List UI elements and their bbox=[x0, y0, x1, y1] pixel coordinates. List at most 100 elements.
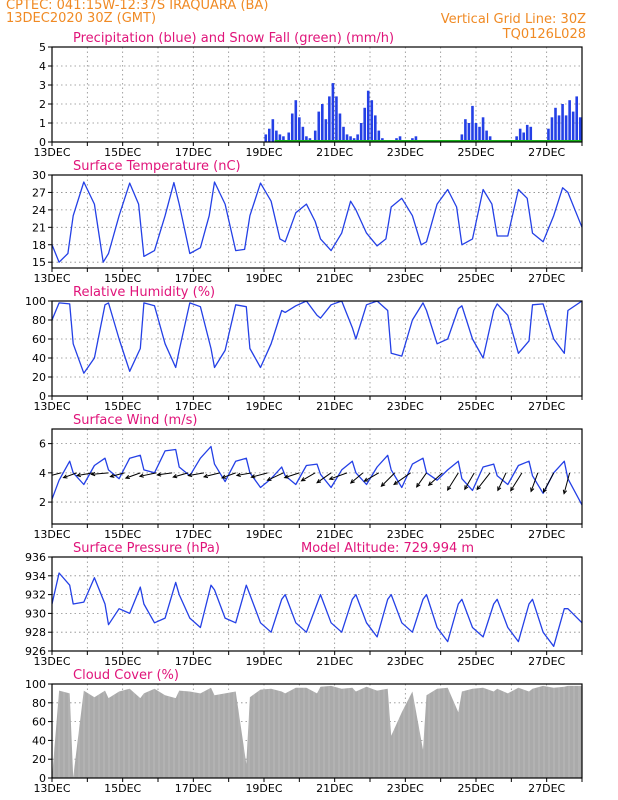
x-tick-label: 19DEC bbox=[245, 272, 282, 285]
x-tick-label: 15DEC bbox=[104, 146, 141, 159]
precip-bar bbox=[294, 100, 298, 142]
data-layer bbox=[264, 83, 582, 142]
x-tick-label: 23DEC bbox=[387, 146, 424, 159]
precip-bar bbox=[328, 96, 331, 142]
panel-title: Surface Wind (m/s) bbox=[73, 413, 197, 428]
y-tick-label: 20 bbox=[32, 753, 46, 766]
x-tick-label: 21DEC bbox=[316, 782, 353, 795]
y-tick-label: 928 bbox=[25, 626, 46, 639]
wind-arrow-shaft bbox=[76, 472, 93, 477]
y-tick-label: 2 bbox=[39, 98, 46, 111]
precip-bar bbox=[474, 123, 478, 142]
y-tick-label: 4 bbox=[39, 60, 46, 73]
wind-arrow-shaft bbox=[110, 472, 125, 478]
precip-bar bbox=[488, 136, 492, 142]
y-tick-label: 18 bbox=[32, 239, 46, 252]
precip-bar bbox=[460, 134, 464, 142]
y-tick-label: 932 bbox=[25, 589, 46, 602]
y-tick-label: 40 bbox=[32, 352, 46, 365]
wind-arrow-shaft bbox=[125, 472, 141, 479]
wind-arrow-head bbox=[316, 478, 322, 484]
y-tick-label: 60 bbox=[32, 716, 46, 729]
x-tick-label: 17DEC bbox=[175, 400, 212, 413]
precip-bar bbox=[271, 119, 275, 142]
x-tick-label: 23DEC bbox=[387, 400, 424, 413]
y-tick-label: 5 bbox=[39, 41, 46, 54]
x-tick-label: 21DEC bbox=[316, 400, 353, 413]
wind-arrow-shaft bbox=[510, 472, 523, 492]
y-tick-label: 40 bbox=[32, 734, 46, 747]
wind-arrow-head bbox=[62, 474, 68, 479]
x-tick-label: 17DEC bbox=[175, 782, 212, 795]
wind-arrow-head bbox=[187, 472, 193, 478]
wind-arrow-head bbox=[349, 479, 355, 484]
wind-arrow-head bbox=[283, 474, 289, 479]
precip-bar bbox=[485, 130, 488, 142]
precip-bar bbox=[529, 126, 533, 142]
y-tick-label: 15 bbox=[32, 256, 46, 269]
wind-arrow-shaft bbox=[393, 472, 411, 485]
y-tick-label: 934 bbox=[25, 570, 46, 583]
y-tick-label: 6 bbox=[39, 438, 46, 451]
x-tick-label: 27DEC bbox=[528, 146, 565, 159]
grid-note: Vertical Grid Line: 30Z bbox=[440, 12, 586, 27]
y-tick-label: 100 bbox=[25, 678, 46, 691]
station-header: CPTEC: 041:15W-12:37S IRAQUARA (BA) bbox=[6, 0, 269, 13]
x-tick-label: 27DEC bbox=[528, 528, 565, 541]
x-tick-label: 21DEC bbox=[316, 272, 353, 285]
wind-arrow-shaft bbox=[91, 472, 109, 475]
wind-arrow-shaft bbox=[447, 472, 459, 491]
wind-arrow-shaft bbox=[188, 472, 205, 477]
precip-bar bbox=[345, 134, 349, 142]
precip-bar bbox=[522, 132, 525, 142]
precip-bar bbox=[478, 126, 481, 142]
panel-title: Cloud Cover (%) bbox=[73, 668, 179, 683]
wind-arrow-head bbox=[202, 473, 209, 479]
x-tick-label: 27DEC bbox=[528, 400, 565, 413]
x-tick-label: 13DEC bbox=[33, 655, 70, 668]
panel-frame bbox=[51, 174, 583, 269]
precip-bar bbox=[275, 130, 278, 142]
wind-arrow-shaft bbox=[251, 472, 268, 478]
precip-bar bbox=[321, 104, 324, 142]
x-tick-label: 25DEC bbox=[457, 655, 494, 668]
precip-bar bbox=[377, 130, 381, 142]
x-tick-label: 19DEC bbox=[245, 782, 282, 795]
y-tick-label: 4 bbox=[39, 467, 46, 480]
precip-bar bbox=[414, 136, 418, 142]
precip-bar bbox=[557, 115, 561, 142]
wind-arrow-shaft bbox=[497, 472, 507, 491]
data-layer bbox=[52, 572, 582, 647]
wind-arrow-head bbox=[464, 485, 469, 491]
panel-subtitle: Model Altitude: 729.994 m bbox=[301, 541, 474, 556]
precip-bar bbox=[278, 134, 282, 142]
precip-bar bbox=[578, 117, 582, 142]
cloud-area bbox=[52, 685, 582, 778]
panel-cloud: 0 20 40 60 80 100 13DEC 15DEC 17DEC 19DEC 21DEC 23D… bbox=[25, 668, 583, 795]
x-tick-label: 19DEC bbox=[245, 146, 282, 159]
x-tick-label: 15DEC bbox=[104, 272, 141, 285]
y-tick-label: 60 bbox=[32, 333, 46, 346]
x-tick-label: 17DEC bbox=[175, 655, 212, 668]
precip-bar bbox=[564, 115, 568, 142]
wind-arrow-head bbox=[497, 486, 502, 492]
wind-arrow-shaft bbox=[428, 472, 443, 486]
y-tick-label: 3 bbox=[39, 79, 46, 92]
precip-bar bbox=[547, 128, 550, 142]
precip-bar bbox=[305, 136, 308, 142]
wind-arrow-shaft bbox=[329, 472, 348, 480]
precip-bar bbox=[467, 123, 471, 142]
y-tick-label: 0 bbox=[39, 136, 46, 149]
y-tick-label: 926 bbox=[25, 645, 46, 658]
x-tick-label: 21DEC bbox=[316, 146, 353, 159]
wind-arrow-shaft bbox=[236, 472, 252, 476]
precip-bar bbox=[349, 136, 352, 142]
x-tick-label: 25DEC bbox=[457, 782, 494, 795]
wind-arrow-head bbox=[221, 474, 227, 479]
x-tick-label: 13DEC bbox=[33, 400, 70, 413]
wind-arrow-head bbox=[542, 488, 547, 494]
data-layer bbox=[52, 301, 582, 374]
wind-arrow-head bbox=[235, 472, 241, 478]
precip-bar bbox=[471, 105, 474, 142]
precip-bar bbox=[571, 111, 575, 142]
